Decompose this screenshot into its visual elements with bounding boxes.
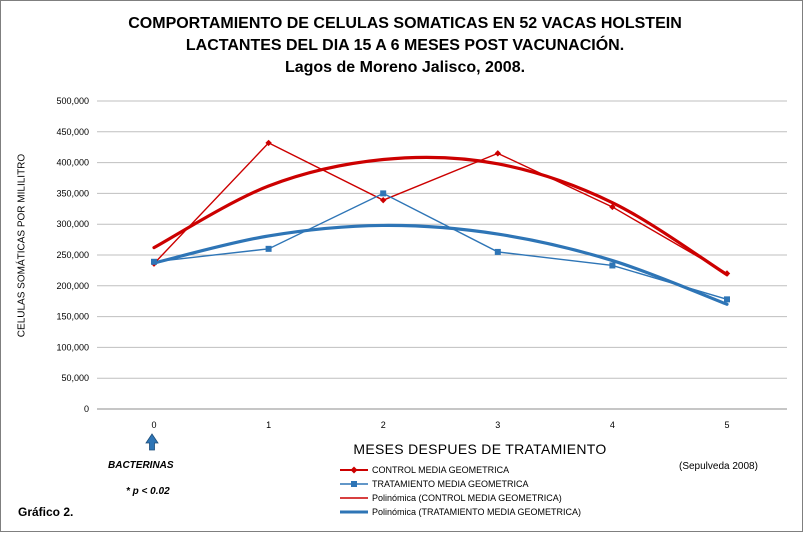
title-line-3: Lagos de Moreno Jalisco, 2008. [284,59,526,76]
x-tick-labels: 0 1 2 3 4 5 [151,420,729,430]
legend-swatch-control [340,465,368,475]
y-tick-label: 450,000 [56,127,89,137]
legend-label-poly-treatment: Polinómica (TRATAMIENTO MEDIA GEOMETRICA… [372,507,582,517]
data-point [724,296,730,303]
x-tick-label: 0 [151,420,156,430]
data-point [609,203,616,211]
y-tick-label: 500,000 [56,96,89,106]
y-axis-label: CELULAS SOMÁTICAS POR MILILITRO [16,153,28,338]
legend-label-poly-control: Polinómica (CONTROL MEDIA GEOMETRICA) [372,493,562,503]
legend-label-control: CONTROL MEDIA GEOMETRICA [372,465,510,475]
legend-swatch-poly-control [340,493,368,503]
data-point [151,258,157,265]
title-line-2: LACTANTES DEL DIA 15 A 6 MESES POST VACU… [185,37,625,54]
x-tick-label: 4 [610,420,615,430]
y-tick-label: 0 [84,404,89,414]
y-axis-label-wrap: CELULAS SOMÁTICAS POR MILILITRO [12,140,32,360]
figure-label: Gráfico 2. [18,505,74,519]
legend-item-control: CONTROL MEDIA GEOMETRICA [340,463,670,477]
data-point [609,262,616,269]
y-tick-labels: 0 50,000 100,000 150,000 200,000 250,000 300,0… [56,96,89,414]
x-tick-label: 2 [381,420,386,430]
data-point [723,270,731,277]
y-tick-label: 150,000 [56,312,89,322]
y-tick-label: 250,000 [56,250,89,260]
legend-label-treatment: TRATAMIENTO MEDIA GEOMETRICA [372,479,529,489]
data-point [380,196,387,204]
y-tick-label: 400,000 [56,158,89,168]
x-axis-label: MESES DESPUES DE TRATAMIENTO [353,441,607,457]
gridlines [97,100,787,410]
bacterinas-annotation: BACTERINAS [108,460,174,471]
title-line-1: COMPORTAMIENTO DE CELULAS SOMATICAS EN 5… [128,15,682,32]
data-point [494,248,501,255]
legend: CONTROL MEDIA GEOMETRICA TRATAMIENTO MED… [340,463,670,519]
data-point [265,139,272,147]
x-tick-label: 5 [724,420,729,430]
y-tick-label: 50,000 [61,373,89,383]
chart-title: COMPORTAMIENTO DE CELULAS SOMATICAS EN 5… [60,13,750,79]
y-tick-label: 300,000 [56,219,89,229]
y-tick-label: 350,000 [56,188,89,198]
y-tick-label: 100,000 [56,342,89,352]
data-point [265,245,272,252]
source-citation: (Sepulveda 2008) [679,461,758,472]
legend-swatch-poly-treatment [340,507,368,517]
legend-swatch-treatment [340,479,368,489]
x-tick-label: 1 [266,420,271,430]
y-tick-label: 200,000 [56,281,89,291]
data-point [380,190,387,197]
legend-item-poly-control: Polinómica (CONTROL MEDIA GEOMETRICA) [340,491,670,505]
x-tick-label: 3 [495,420,500,430]
p-value-note: * p < 0.02 [126,486,170,497]
series [150,139,731,306]
arrow-up-icon [145,433,159,451]
data-point [494,150,501,157]
series-line-control-media-geometrica [153,142,728,275]
trendline-polin-mica-control-media-geometrica [152,155,729,277]
legend-item-poly-treatment: Polinómica (TRATAMIENTO MEDIA GEOMETRICA… [340,505,670,519]
legend-item-treatment: TRATAMIENTO MEDIA GEOMETRICA [340,477,670,491]
trendline-polin-mica-tratamiento-media-geometrica [152,223,729,306]
series-line-tratamiento-media-geometrica [153,192,728,301]
